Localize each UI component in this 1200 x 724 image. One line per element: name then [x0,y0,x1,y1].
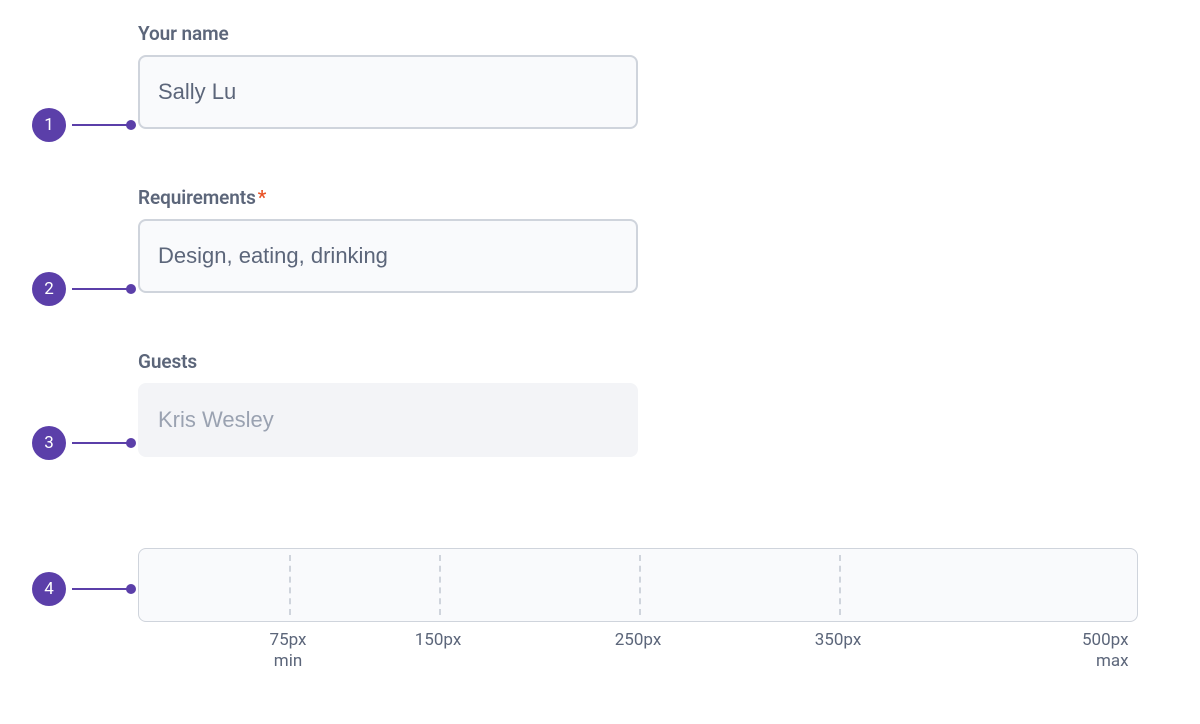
annotation-marker-1: 1 [32,108,66,142]
annotation-marker-2: 2 [32,272,66,306]
ruler-label-sub: min [270,651,307,672]
ruler-label-px: 75px [270,630,307,650]
ruler-label: 250px [615,630,662,651]
ruler-tick [839,555,841,615]
ruler-label-px: 500px [1082,630,1129,650]
annotation-row-3: 3 [32,426,134,460]
annotation-connector-1 [72,124,134,126]
annotation-connector-2 [72,288,134,290]
ruler-tick [439,555,441,615]
required-star-icon: * [258,186,266,209]
width-ruler-group: 75px min 150px 250px 350px 500px max [138,548,1138,622]
ruler-tick [289,555,291,615]
annotation-row-2: 2 [32,272,134,306]
ruler-label: 350px [815,630,862,651]
field-label-requirements: Requirements * [138,186,638,209]
label-text: Your name [138,22,229,45]
requirements-input[interactable] [138,219,638,293]
annotation-row-4: 4 [32,572,134,606]
width-ruler [138,548,1138,622]
guests-input[interactable] [138,383,638,457]
name-input[interactable] [138,55,638,129]
label-text: Requirements [138,186,256,209]
ruler-label-px: 250px [615,630,662,650]
field-label-name: Your name [138,22,638,45]
field-group-requirements: Requirements * [138,186,638,293]
ruler-label: 150px [415,630,462,651]
field-group-name: Your name [138,22,638,129]
ruler-label-sub: max [1082,651,1129,672]
ruler-label: 75px min [270,630,307,673]
ruler-tick [639,555,641,615]
annotation-marker-3: 3 [32,426,66,460]
annotation-connector-3 [72,442,134,444]
annotation-row-1: 1 [32,108,134,142]
annotation-connector-4 [72,588,134,590]
ruler-label-px: 350px [815,630,862,650]
field-group-guests: Guests [138,350,638,457]
ruler-label-px: 150px [415,630,462,650]
field-label-guests: Guests [138,350,638,373]
annotation-marker-4: 4 [32,572,66,606]
label-text: Guests [138,350,197,373]
ruler-label: 500px max [1082,630,1129,673]
